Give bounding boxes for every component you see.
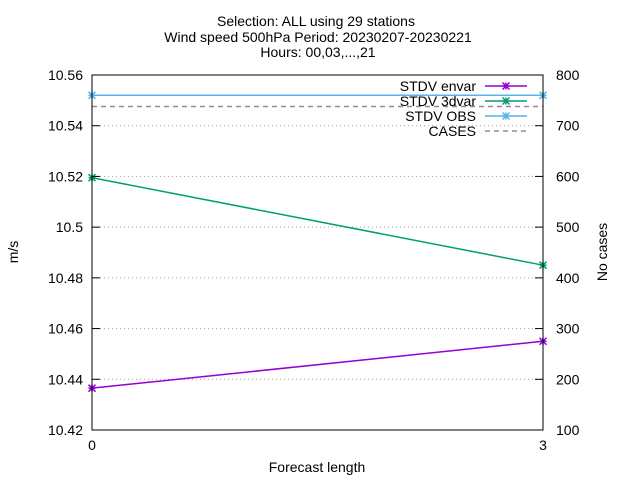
legend-label: STDV envar (400, 78, 477, 94)
y-tick-label: 10.44 (48, 371, 83, 387)
legend-label: STDV OBS (405, 108, 476, 124)
legend-marker (501, 111, 511, 121)
y-tick-label: 10.54 (48, 118, 83, 134)
title-line-1: Selection: ALL using 29 stations (217, 13, 415, 29)
series-stdv-envar (87, 337, 548, 393)
y-tick-label: 10.46 (48, 321, 83, 337)
y-tick-label: 10.48 (48, 270, 83, 286)
y2-tick-label: 600 (556, 168, 580, 184)
series-layer (87, 91, 548, 393)
y2-axis-label: No cases (594, 223, 610, 281)
y-tick-label: 10.52 (48, 168, 83, 184)
legend-label: CASES (429, 123, 476, 139)
legend-label: STDV 3dvar (400, 93, 477, 109)
legend-item: STDV OBS (405, 108, 527, 124)
y-axis-label: m/s (5, 241, 21, 264)
y2-tick-label: 500 (556, 219, 580, 235)
y2-tick-label: 800 (556, 67, 580, 83)
series-stdv-obs (87, 91, 548, 100)
legend-item: STDV envar (400, 78, 527, 94)
plot-frame (91, 74, 544, 431)
legend-marker-d2 (501, 81, 511, 91)
legend-marker (501, 96, 511, 106)
x-tick-label: 0 (88, 437, 96, 453)
y2-tick-label: 400 (556, 270, 580, 286)
y-tick-label: 10.56 (48, 67, 83, 83)
y-tick-label: 10.5 (56, 219, 83, 235)
title-line-2: Wind speed 500hPa Period: 20230207-20230… (164, 29, 472, 45)
chart-title: Selection: ALL using 29 stations Wind sp… (164, 13, 472, 60)
series-line (91, 340, 544, 389)
legend-marker-d2 (501, 111, 511, 121)
y2-tick-label: 300 (556, 321, 580, 337)
y2-tick-label: 200 (556, 371, 580, 387)
series-line (91, 176, 544, 266)
series-stdv-3dvar (87, 173, 548, 270)
legend-marker-d2 (501, 96, 511, 106)
x-axis-label: Forecast length (269, 459, 366, 475)
title-line-3: Hours: 00,03,...,21 (260, 44, 375, 60)
x-tick-label: 3 (539, 437, 547, 453)
axes: 10.42 10.44 10.46 10.48 10.5 10.52 10.54 10.56 1… (48, 67, 580, 453)
y2-tick-label: 700 (556, 118, 580, 134)
legend-marker (501, 81, 511, 91)
y2-tick-label: 100 (556, 422, 580, 438)
y-tick-label: 10.42 (48, 422, 83, 438)
legend-item: STDV 3dvar (400, 93, 527, 109)
legend-item: CASES (429, 123, 527, 139)
